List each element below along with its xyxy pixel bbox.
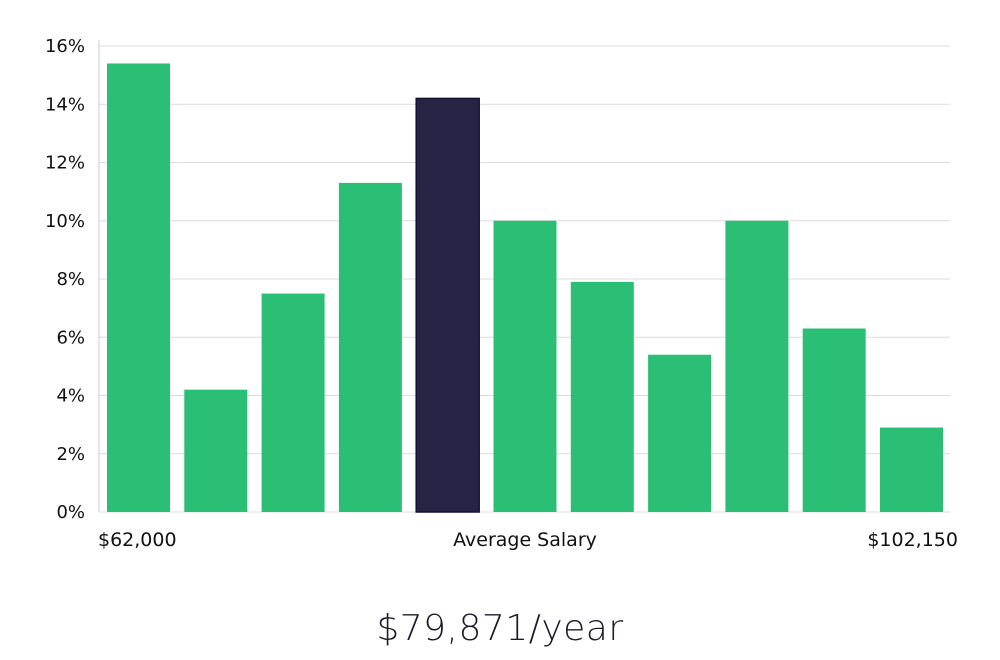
- y-tick-label: 8%: [56, 269, 85, 290]
- bar: [184, 389, 248, 512]
- x-axis-min-label: $62,000: [98, 529, 177, 551]
- bar: [570, 281, 634, 512]
- y-tick-label: 0%: [56, 502, 85, 523]
- y-axis-ticks: 0% 2% 4% 6% 8% 10% 12% 14% 16%: [45, 36, 85, 523]
- y-tick-label: 16%: [45, 36, 85, 57]
- bar-average: [415, 97, 480, 513]
- x-axis-max-label: $102,150: [867, 529, 958, 551]
- bars: [107, 63, 943, 513]
- y-tick-label: 4%: [56, 386, 85, 407]
- bar: [493, 220, 557, 512]
- y-tick-label: 14%: [45, 94, 85, 115]
- bar: [725, 220, 789, 512]
- bar: [648, 354, 712, 512]
- y-tick-label: 12%: [45, 153, 85, 174]
- bar: [802, 328, 866, 512]
- x-axis-title: Average Salary: [453, 529, 597, 551]
- average-salary-caption: $79,871/year: [376, 608, 624, 649]
- bar: [880, 427, 943, 512]
- bar: [338, 182, 402, 512]
- bar: [107, 63, 170, 512]
- y-tick-label: 6%: [56, 327, 85, 348]
- bar: [261, 293, 325, 512]
- y-tick-label: 10%: [45, 211, 85, 232]
- y-tick-label: 2%: [56, 444, 85, 465]
